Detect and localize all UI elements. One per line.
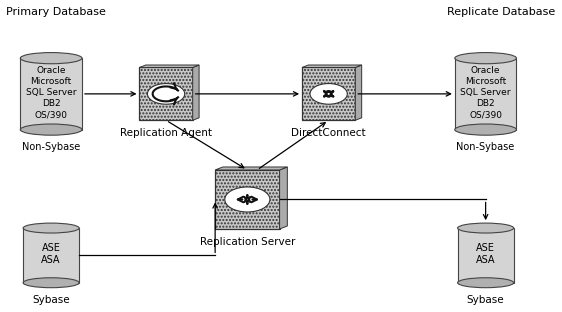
Text: Replicate Database: Replicate Database — [447, 7, 556, 17]
Polygon shape — [193, 65, 199, 120]
Text: Sybase: Sybase — [467, 295, 505, 305]
Text: ASE
ASA: ASE ASA — [42, 243, 61, 265]
Polygon shape — [355, 65, 362, 120]
Ellipse shape — [20, 124, 82, 135]
Ellipse shape — [457, 223, 514, 233]
Text: Replication Server: Replication Server — [200, 237, 295, 247]
Circle shape — [310, 84, 347, 104]
Ellipse shape — [20, 52, 82, 64]
Ellipse shape — [23, 278, 79, 288]
Text: Replication Agent: Replication Agent — [120, 128, 212, 138]
Ellipse shape — [455, 52, 516, 64]
Text: ASE
ASA: ASE ASA — [476, 243, 495, 265]
Polygon shape — [280, 167, 287, 229]
Text: Non-Sybase: Non-Sybase — [456, 142, 515, 152]
Text: Non-Sybase: Non-Sybase — [22, 142, 80, 152]
Text: Oracle
Microsoft
SQL Server
DB2
OS/390: Oracle Microsoft SQL Server DB2 OS/390 — [460, 66, 511, 119]
Text: DirectConnect: DirectConnect — [291, 128, 366, 138]
Polygon shape — [20, 58, 82, 129]
FancyBboxPatch shape — [139, 67, 193, 120]
Circle shape — [147, 84, 185, 104]
Ellipse shape — [457, 278, 514, 288]
Polygon shape — [457, 228, 514, 283]
Polygon shape — [302, 65, 362, 67]
Polygon shape — [139, 65, 199, 67]
Text: Primary Database: Primary Database — [6, 7, 106, 17]
FancyBboxPatch shape — [302, 67, 355, 120]
Polygon shape — [23, 228, 79, 283]
Circle shape — [225, 187, 270, 212]
Polygon shape — [215, 167, 287, 170]
Text: Oracle
Microsoft
SQL Server
DB2
OS/390: Oracle Microsoft SQL Server DB2 OS/390 — [26, 66, 76, 119]
Ellipse shape — [455, 124, 516, 135]
Ellipse shape — [23, 223, 79, 233]
Polygon shape — [455, 58, 516, 129]
FancyBboxPatch shape — [215, 170, 280, 229]
Text: Sybase: Sybase — [33, 295, 70, 305]
